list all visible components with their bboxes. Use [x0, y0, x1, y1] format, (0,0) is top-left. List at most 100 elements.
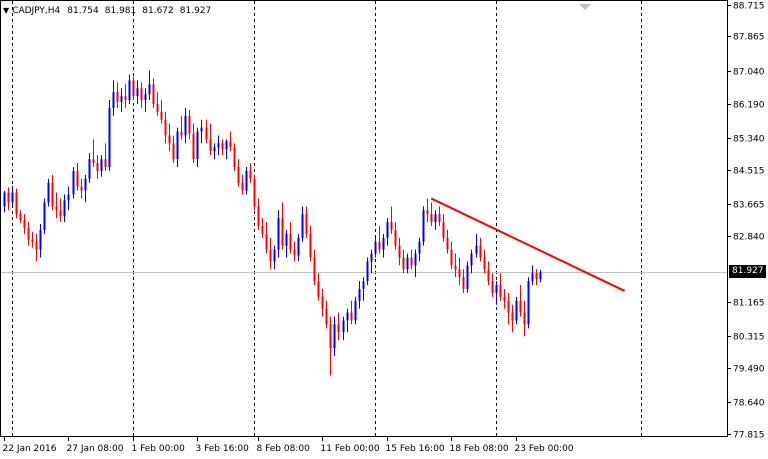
candle [55, 192, 58, 219]
candle [225, 139, 228, 160]
candle-body [281, 218, 284, 246]
candle [31, 231, 34, 248]
candle-body [172, 143, 175, 160]
candle [196, 127, 199, 167]
candle [192, 123, 195, 164]
candle-body [285, 233, 288, 246]
candle [273, 245, 276, 270]
candle-body [458, 269, 461, 278]
x-tick-label: 8 Feb 08:00 [257, 444, 311, 454]
candle [241, 174, 244, 195]
candle-body [495, 285, 498, 293]
candle [164, 111, 167, 144]
y-tick-label: 82.840 [733, 233, 765, 243]
candle [487, 261, 490, 286]
candle [309, 225, 312, 262]
trendline[interactable] [430, 197, 626, 292]
candle [402, 249, 405, 274]
candle-body [180, 131, 183, 136]
candle [350, 300, 353, 325]
candle [438, 206, 441, 226]
candle [422, 206, 425, 246]
candle [84, 174, 87, 203]
candle [188, 109, 191, 140]
symbol-menu-arrow-icon[interactable]: ▼ [3, 6, 10, 15]
candle [475, 233, 478, 258]
candle-body [491, 281, 494, 293]
candle-body [350, 312, 353, 321]
candle [213, 143, 216, 160]
candle-body [470, 253, 473, 266]
candle-body [422, 210, 425, 242]
candle-body [370, 253, 373, 262]
x-tick-label: 3 Feb 16:00 [196, 444, 250, 454]
candle [172, 135, 175, 164]
candle [132, 76, 135, 101]
candle [470, 249, 473, 274]
candle-body [249, 170, 252, 179]
close-price: 81.927 [179, 6, 212, 16]
candle [293, 241, 296, 262]
candle-body [188, 115, 191, 134]
candle [156, 92, 159, 116]
candle-body [168, 135, 171, 144]
candle [410, 249, 413, 270]
chart-frame [0, 0, 728, 437]
candle [434, 210, 437, 230]
candle-body [11, 192, 14, 203]
candle [289, 222, 292, 254]
candle-body [100, 159, 103, 171]
candle [458, 257, 461, 286]
candle [51, 174, 54, 211]
candle [96, 155, 99, 179]
candle-body [438, 214, 441, 223]
candle [144, 88, 147, 112]
candle [418, 237, 421, 262]
candle-body [386, 222, 389, 238]
candle-body [527, 281, 530, 325]
candle-body [337, 324, 340, 333]
candle [515, 296, 518, 325]
candle-body [289, 233, 292, 250]
candle-body [297, 237, 300, 256]
candle [329, 316, 332, 376]
candle-body [104, 159, 107, 167]
candle [285, 229, 288, 258]
candle [67, 186, 70, 211]
candle-body [23, 220, 26, 228]
candle-body [273, 249, 276, 262]
candle-body [96, 163, 99, 171]
chart-header: ▼ CADJPY,H4 81.754 81.981 81.672 81.927 [3, 5, 214, 17]
candle-body [450, 249, 453, 266]
open-price: 81.754 [67, 6, 99, 16]
candle [321, 288, 324, 317]
candle-body [241, 182, 244, 191]
candle-body [156, 103, 159, 112]
candle [35, 233, 38, 262]
candle-body [80, 186, 83, 191]
candle [221, 139, 224, 156]
candle [462, 269, 465, 293]
y-tick-label: 87.040 [733, 68, 765, 78]
candle-body [261, 225, 264, 234]
chart-shift-marker-icon[interactable] [579, 4, 591, 10]
candle-body [35, 241, 38, 250]
candle [466, 261, 469, 293]
candle-body [454, 265, 457, 270]
candle [479, 237, 482, 262]
candle [168, 123, 171, 152]
candle-body [39, 229, 42, 250]
candle [354, 296, 357, 325]
candle-body [499, 285, 502, 297]
candle [39, 224, 42, 258]
period-separators [12, 1, 642, 436]
x-tick-label: 15 Feb 16:00 [386, 444, 445, 454]
candle [233, 143, 236, 171]
candle-body [410, 257, 413, 266]
candle-body [317, 281, 320, 297]
candle [426, 198, 429, 223]
candle-body [390, 222, 393, 230]
candle [442, 214, 445, 242]
candle [200, 119, 203, 144]
